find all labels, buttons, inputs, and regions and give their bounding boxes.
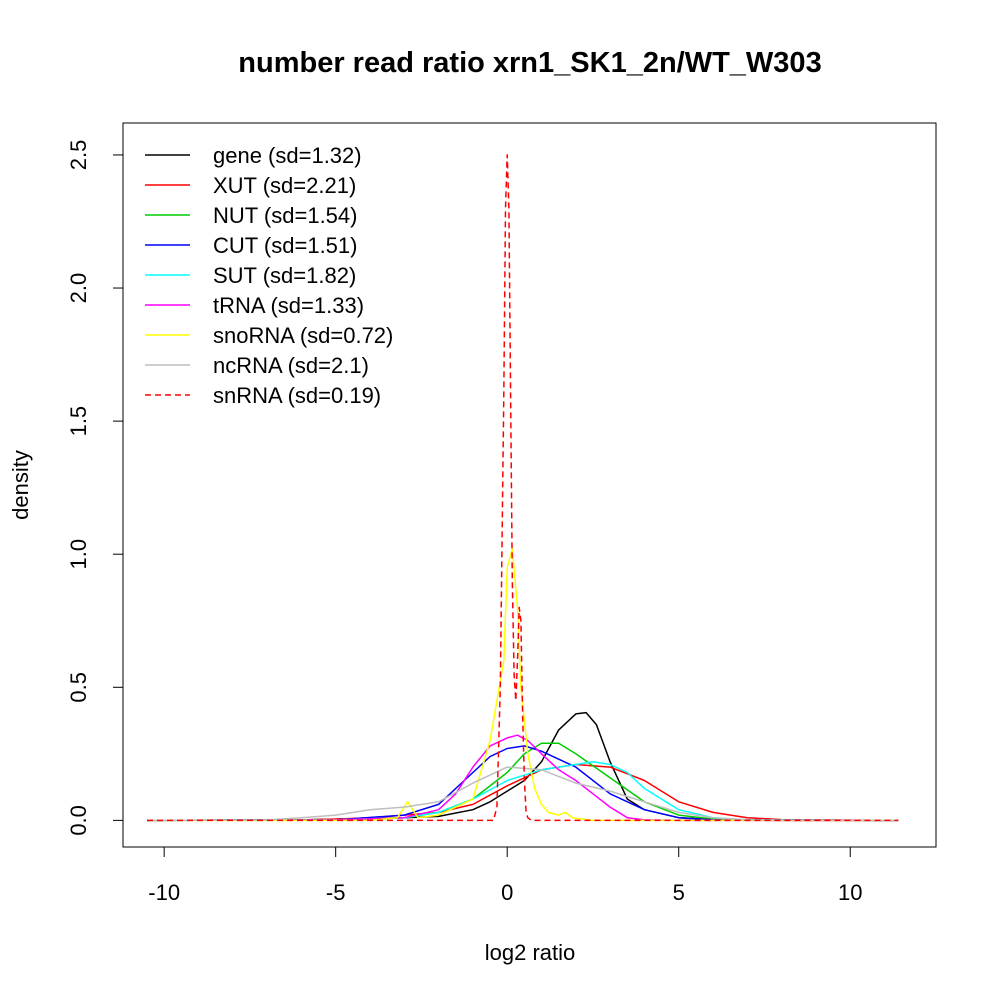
legend-label: XUT (sd=2.21) xyxy=(213,173,356,198)
y-axis: 0.0 0.5 1.0 1.5 2.0 2.5 xyxy=(66,140,124,836)
series-layer xyxy=(146,154,899,822)
chart-title: number read ratio xrn1_SK1_2n/WT_W303 xyxy=(238,47,821,79)
series-line-cut xyxy=(146,745,899,822)
plot-frame xyxy=(122,122,937,848)
y-tick-label: 0.0 xyxy=(66,805,91,836)
legend: gene (sd=1.32) XUT (sd=2.21) NUT (sd=1.54)… xyxy=(145,143,393,408)
series-line-trna xyxy=(146,734,899,822)
series-line-sut xyxy=(146,761,899,822)
legend-label: ncRNA (sd=2.1) xyxy=(213,353,369,378)
series-line-xut xyxy=(146,763,899,822)
legend-label: gene (sd=1.32) xyxy=(213,143,362,168)
x-axis-label: log2 ratio xyxy=(485,940,576,965)
legend-label: snoRNA (sd=0.72) xyxy=(213,323,393,348)
legend-label: snRNA (sd=0.19) xyxy=(213,383,381,408)
series-line-ncrna xyxy=(146,766,899,822)
x-tick-label: 10 xyxy=(838,880,862,905)
x-tick-label: -10 xyxy=(148,880,180,905)
series-line-snorna xyxy=(147,548,899,822)
y-tick-label: 1.5 xyxy=(66,406,91,437)
y-axis-label: density xyxy=(8,450,33,520)
legend-label: tRNA (sd=1.33) xyxy=(213,293,364,318)
x-tick-label: 5 xyxy=(673,880,685,905)
y-tick-label: 1.0 xyxy=(66,539,91,570)
x-axis: -10 -5 0 5 10 xyxy=(148,846,862,905)
y-tick-label: 0.5 xyxy=(66,672,91,703)
y-tick-label: 2.5 xyxy=(66,140,91,171)
series-line-snrna xyxy=(147,154,899,822)
legend-label: CUT (sd=1.51) xyxy=(213,233,357,258)
legend-label: SUT (sd=1.82) xyxy=(213,263,356,288)
legend-label: NUT (sd=1.54) xyxy=(213,203,357,228)
x-tick-label: 0 xyxy=(501,880,513,905)
y-tick-label: 2.0 xyxy=(66,273,91,304)
x-tick-label: -5 xyxy=(326,880,346,905)
